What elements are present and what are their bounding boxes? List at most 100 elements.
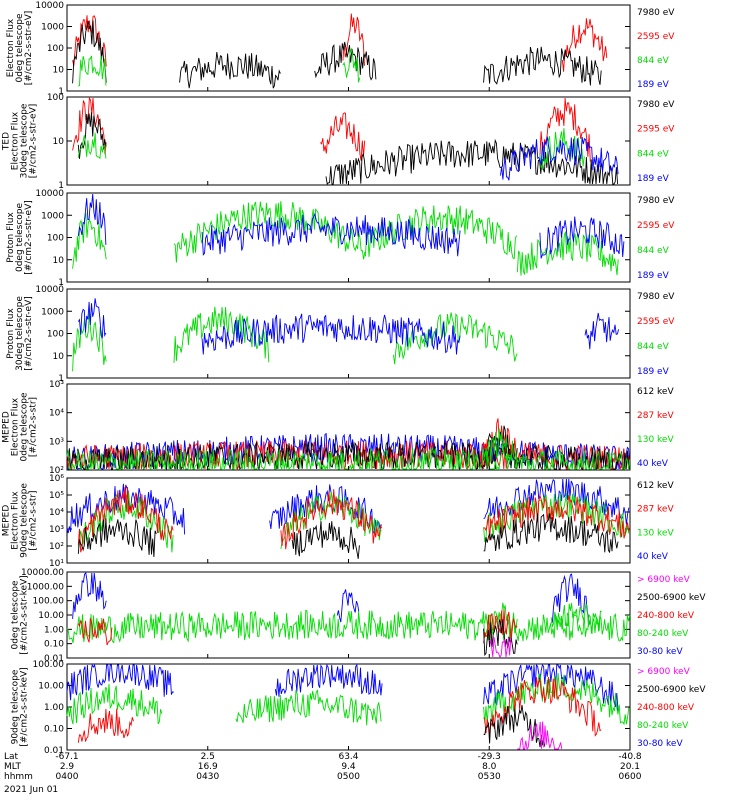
x-row-label: hhmm xyxy=(4,772,33,782)
y-tick-label: 10 xyxy=(53,66,65,76)
series-trace xyxy=(72,572,591,625)
panel-ted-p-0: 10000 1000 100 10 1 Proton Flux 0deg telescope… xyxy=(6,189,675,288)
y-axis-label: Electron Flux xyxy=(11,111,21,170)
y-tick-label: 10.00 xyxy=(38,682,64,692)
panel-frame xyxy=(66,4,631,92)
y-tick-label: 10³ xyxy=(49,437,64,447)
y-axis-label: Electron Flux xyxy=(11,397,21,456)
x-tick-hhmm: 0530 xyxy=(478,772,501,782)
y-axis-label: [#/cm2-s-str-keV] xyxy=(20,575,30,654)
y-tick-label: 10³ xyxy=(49,380,64,390)
y-tick-label: 1000 xyxy=(41,307,64,317)
y-axis-label: [#/cm2-s-str-keV] xyxy=(20,667,30,746)
x-tick-lat: -29.3 xyxy=(478,752,501,762)
series-trace xyxy=(489,637,512,658)
y-tick-label: 10000 xyxy=(35,1,64,11)
y-tick-label: 10⁴ xyxy=(49,508,64,518)
legend-entry: 189 eV xyxy=(637,271,670,281)
y-tick-label: 100.00 xyxy=(33,660,65,670)
series-trace xyxy=(77,128,585,170)
y-tick-label: 10⁴ xyxy=(49,409,64,419)
x-tick-lat: 63.4 xyxy=(338,752,358,762)
series-trace xyxy=(77,298,620,355)
legend-entry: > 6900 keV xyxy=(637,575,691,585)
y-axis-label: Electron Flux xyxy=(11,491,21,550)
y-tick-label: 0.01 xyxy=(44,654,64,664)
legend-entry: 189 eV xyxy=(637,367,670,377)
panel-meped-p-0: 10000.00 1000.00 100.00 10.00 1.00 0.10 0.01 0d… xyxy=(11,568,707,664)
y-tick-label: 10000.00 xyxy=(21,568,64,578)
y-tick-label: 10¹ xyxy=(49,559,64,569)
panel-meped-e-90: 10⁶ 10⁵ 10⁴ 10³ 10² 10¹ MEPED Electron Flux 90de… xyxy=(2,474,675,569)
y-axis-label: MEPED xyxy=(2,505,12,537)
y-tick-label: 10 xyxy=(53,352,65,362)
x-tick-mlt: 9.4 xyxy=(341,762,356,772)
y-tick-label: 1000.00 xyxy=(27,582,64,592)
series-trace xyxy=(77,112,619,185)
series-trace xyxy=(72,20,602,89)
series-trace xyxy=(77,193,625,259)
y-tick-label: 10000 xyxy=(35,285,64,295)
y-tick-label: 1.00 xyxy=(44,625,64,635)
y-tick-label: 10 xyxy=(53,256,65,266)
date-label: 2021 Jun 01 xyxy=(4,785,58,795)
legend-entry: 844 eV xyxy=(637,342,670,352)
x-row-label: MLT xyxy=(4,762,22,772)
series-trace xyxy=(78,47,361,87)
legend-entry: 844 eV xyxy=(637,56,670,66)
panels: 10000 1000 100 10 1 Electron Flux 0deg telesco… xyxy=(2,1,707,756)
y-axis-label: Proton Flux xyxy=(6,308,16,359)
legend-entry: 287 keV xyxy=(637,411,674,421)
y-tick-label: 10⁵ xyxy=(49,491,64,501)
series-trace xyxy=(72,13,608,72)
y-axis-label: 0deg telescope xyxy=(15,203,25,273)
y-axis-label: [#/cm2-s-str] xyxy=(29,490,39,550)
x-tick-lat: -67.1 xyxy=(55,752,78,762)
legend-entry: 7980 eV xyxy=(637,8,675,18)
x-tick-lat: -40.8 xyxy=(618,752,642,762)
panel-ted-p-30: 10000 1000 100 10 1 Proton Flux 30deg telescop… xyxy=(6,285,675,384)
y-tick-label: 0.10 xyxy=(44,640,64,650)
legend-entry: 2595 eV xyxy=(637,317,675,327)
y-axis-label: [#/cm2-s-str-eV] xyxy=(29,104,39,179)
panel-frame xyxy=(66,192,631,283)
legend-entry: 2595 eV xyxy=(637,32,675,42)
y-tick-label: 10³ xyxy=(49,525,64,535)
x-tick-mlt: 20.1 xyxy=(620,762,640,772)
y-axis-label: 30deg telescope xyxy=(15,296,25,371)
legend-entry: 2595 eV xyxy=(637,221,675,231)
y-tick-label: 10000 xyxy=(35,189,64,199)
y-axis-label: 90deg telescope xyxy=(11,669,21,744)
legend-entry: 287 keV xyxy=(637,505,674,515)
y-tick-label: 1000 xyxy=(41,23,64,33)
series-trace xyxy=(66,663,619,711)
legend-entry: 240-800 keV xyxy=(637,703,695,713)
legend-entry: 2500-6900 keV xyxy=(637,685,706,695)
y-axis-label: MEPED xyxy=(2,411,12,443)
legend-entry: 189 eV xyxy=(637,174,670,184)
legend-entry: 844 eV xyxy=(637,246,670,256)
legend-entry: 612 keV xyxy=(637,387,674,397)
y-axis-label: TED xyxy=(2,132,12,151)
legend-entry: 612 keV xyxy=(637,481,674,491)
y-tick-label: 100 xyxy=(47,93,64,103)
legend-entry: 80-240 keV xyxy=(637,721,689,731)
y-tick-label: 10⁶ xyxy=(49,474,64,484)
y-tick-label: 0.10 xyxy=(44,725,64,735)
y-axis-label: 0deg telescope xyxy=(15,13,25,83)
legend-entry: 30-80 keV xyxy=(637,647,683,657)
series-trace xyxy=(517,721,563,751)
y-tick-label: 1000 xyxy=(41,211,64,221)
y-tick-label: 0.01 xyxy=(44,746,64,756)
panel-frame xyxy=(66,288,631,379)
y-tick-label: 1 xyxy=(58,278,64,288)
x-tick-mlt: 2.9 xyxy=(60,762,75,772)
x-tick-lat: 2.5 xyxy=(201,752,215,762)
y-axis-label: [#/cm2-s-str] xyxy=(29,397,39,457)
legend-entry: 240-800 keV xyxy=(637,611,695,621)
x-tick-hhmm: 0500 xyxy=(337,772,360,782)
y-tick-label: 100 xyxy=(47,330,64,340)
y-axis-label: [#/cm2-s-str-eV] xyxy=(24,200,34,275)
legend-entry: 30-80 keV xyxy=(637,739,683,749)
y-tick-label: 10.00 xyxy=(38,611,64,621)
